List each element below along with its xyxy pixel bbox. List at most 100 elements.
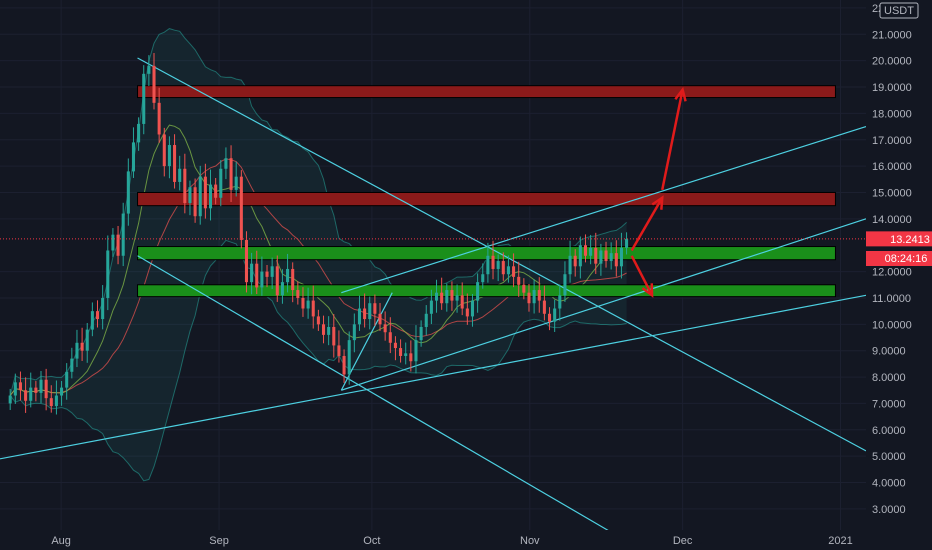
candle-body [121, 213, 125, 256]
candle-body [34, 387, 38, 393]
candle-body [183, 168, 187, 204]
candle-body [49, 398, 53, 407]
price-tick-label: 11.0000 [872, 293, 911, 305]
candle-body [496, 261, 500, 269]
candle-body [383, 324, 387, 333]
candle-body [537, 290, 541, 301]
candle-body [440, 292, 444, 304]
candle-body [126, 171, 130, 214]
candle-body [491, 255, 495, 269]
candle-body [250, 263, 254, 283]
candle-body [347, 340, 351, 375]
currency-badge-frame [879, 2, 919, 19]
candle-body [599, 250, 603, 264]
currency-badge[interactable]: USDT [879, 2, 919, 19]
candle-body [178, 168, 182, 182]
candle-body [131, 142, 135, 172]
candle-body [301, 297, 305, 309]
last-price-tag: 13.2413 08:24:16 [866, 231, 932, 266]
candle-body [13, 382, 17, 396]
price-tick-label: 16.0000 [872, 161, 912, 173]
candle-body [512, 266, 516, 277]
candle-body [239, 176, 243, 240]
candle-body [111, 234, 115, 251]
candle-body [501, 261, 505, 275]
candle-body [214, 184, 218, 198]
candle-body [316, 316, 320, 325]
trendline [137, 57, 867, 452]
candle-body [275, 266, 279, 296]
time-tick-label: 2021 [828, 535, 852, 547]
candle-body [568, 255, 572, 275]
candle-body [75, 342, 79, 359]
candle-body [152, 65, 156, 103]
candle-body [486, 255, 490, 275]
time-tick-label: Dec [673, 535, 693, 547]
candle-body [414, 340, 418, 362]
price-tick-label: 20.0000 [872, 56, 912, 68]
candle-body [357, 308, 362, 325]
candle-body [563, 274, 567, 296]
candle-body [173, 145, 177, 182]
time-axis-ticks: Aug Sep Oct Nov Dec 2021 [51, 535, 852, 547]
price-tick-label: 8.0000 [872, 372, 906, 384]
price-tick-label: 12.0000 [872, 267, 912, 279]
candle-body [147, 65, 151, 74]
candle-body [106, 250, 110, 298]
price-tick-label: 19.0000 [872, 82, 912, 94]
candle-body [337, 345, 341, 356]
candle-body [116, 234, 120, 256]
countdown-value: 08:24:16 [885, 253, 928, 265]
candle-body [167, 145, 171, 167]
moving-average-fast [9, 124, 627, 396]
trendline [0, 294, 867, 460]
candle-body [614, 253, 618, 267]
last-price-value: 13.2413 [890, 234, 930, 246]
price-tick-label: 14.0000 [872, 214, 912, 226]
candle-body [583, 245, 588, 256]
candle-body [522, 284, 526, 293]
candle-body [388, 332, 392, 343]
candle-body [224, 158, 228, 169]
candle-body [558, 295, 562, 309]
candle-body [609, 253, 613, 262]
candle-body [193, 187, 197, 217]
projection-arrows [630, 86, 687, 298]
support-zone [137, 284, 836, 298]
price-axis[interactable]: 3.0000 4.0000 5.0000 6.0000 7.0000 8.0000 9.00… [866, 0, 932, 530]
trendlines [0, 57, 867, 536]
candle-body [419, 326, 423, 341]
candle-body [60, 387, 64, 396]
resistance-zone [137, 85, 836, 99]
candle-body [409, 353, 413, 362]
candle-body [424, 313, 428, 327]
candle-body [8, 395, 12, 404]
candle-body [142, 73, 146, 124]
trendline [341, 125, 867, 294]
candle-body [368, 303, 372, 320]
candle-body [434, 292, 439, 301]
candle-body [429, 300, 433, 314]
candle-body [157, 102, 161, 135]
candle-body [203, 176, 207, 209]
countdown-tag-bg [866, 251, 932, 266]
candle-body [594, 247, 598, 264]
candle-body [188, 187, 192, 204]
candle-body [393, 342, 397, 349]
candle-body [198, 176, 202, 217]
candle-body [291, 268, 295, 291]
arrow-head [651, 195, 664, 210]
candle-body [90, 311, 94, 330]
candle-body [578, 245, 582, 267]
candle-body [321, 324, 326, 335]
candle-body [29, 387, 33, 401]
candle-body [573, 255, 577, 267]
candle-body [265, 271, 269, 277]
arrow-head [641, 283, 654, 298]
candle-body [352, 324, 356, 341]
candle-body [327, 326, 331, 335]
time-axis[interactable]: Aug Sep Oct Nov Dec 2021 [0, 530, 932, 550]
price-tick-label: 10.0000 [872, 319, 912, 331]
